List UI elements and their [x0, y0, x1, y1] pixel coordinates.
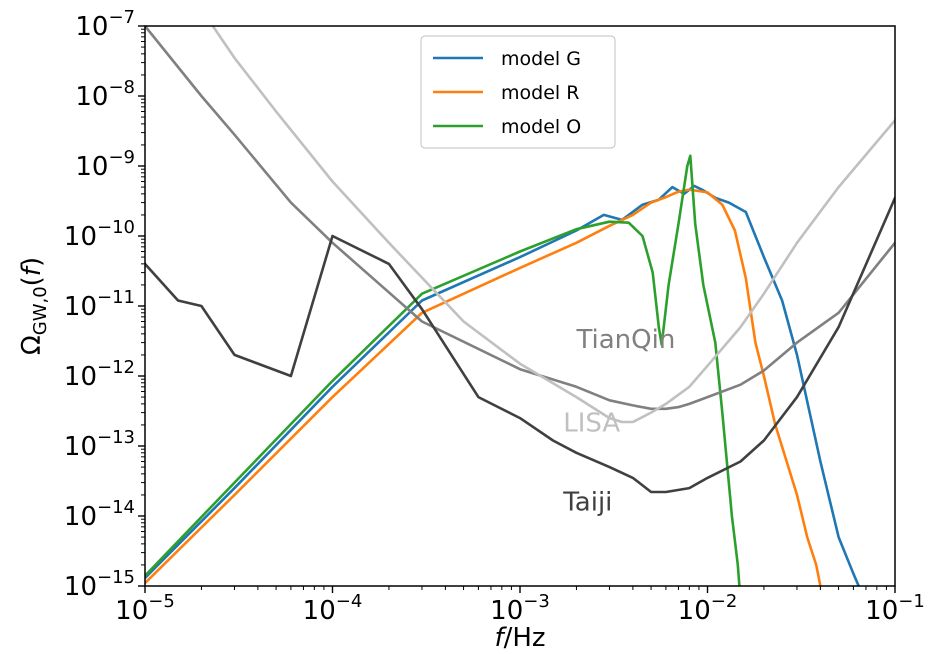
series-line-lisa [211, 26, 895, 424]
x-tick-label: 10−5 [115, 591, 175, 626]
series-line-taiji [145, 196, 895, 494]
y-tick-label: 10−12 [64, 357, 135, 392]
annotation-layer: TianQin LISA Taiji [562, 325, 675, 517]
x-tick-label: 10−3 [490, 591, 550, 626]
x-axis-title: f/Hz [494, 623, 545, 653]
y-tick-label: 10−10 [64, 217, 135, 252]
y-tick-label: 10−13 [64, 427, 135, 462]
legend-label-model-r: model R [501, 82, 579, 104]
legend: model G model R model O [420, 35, 616, 149]
y-axis-title: ΩGW,0(f) [17, 257, 51, 355]
axis-title-layer: f/Hz ΩGW,0(f) [17, 257, 546, 653]
x-tick-label: 10−1 [865, 591, 925, 626]
y-tick-label: 10−14 [64, 497, 135, 532]
x-tick-label: 10−2 [678, 591, 738, 626]
legend-box [420, 35, 616, 149]
annotation-lisa: LISA [563, 409, 620, 439]
series-line-model-g [145, 184, 861, 586]
legend-label-model-o: model O [501, 116, 581, 138]
y-tick-label: 10−15 [64, 567, 135, 602]
series-line-tianqin [145, 26, 895, 411]
series-line-model-o [145, 154, 741, 586]
y-tick-label: 10−8 [75, 77, 135, 112]
x-tick-label: 10−4 [303, 591, 363, 626]
y-tick-label: 10−11 [64, 287, 135, 322]
legend-label-model-g: model G [501, 48, 581, 70]
y-tick-label: 10−7 [75, 7, 135, 42]
series-line-model-r [145, 188, 822, 586]
annotation-taiji: Taiji [562, 487, 612, 517]
tick-layer: 10−5 10−4 10−3 10−2 10−1 10−15 10−14 10−13 10−12… [64, 7, 925, 626]
series-layer [145, 26, 895, 586]
y-tick-label: 10−9 [75, 147, 135, 182]
annotation-tianqin: TianQin [575, 325, 675, 355]
